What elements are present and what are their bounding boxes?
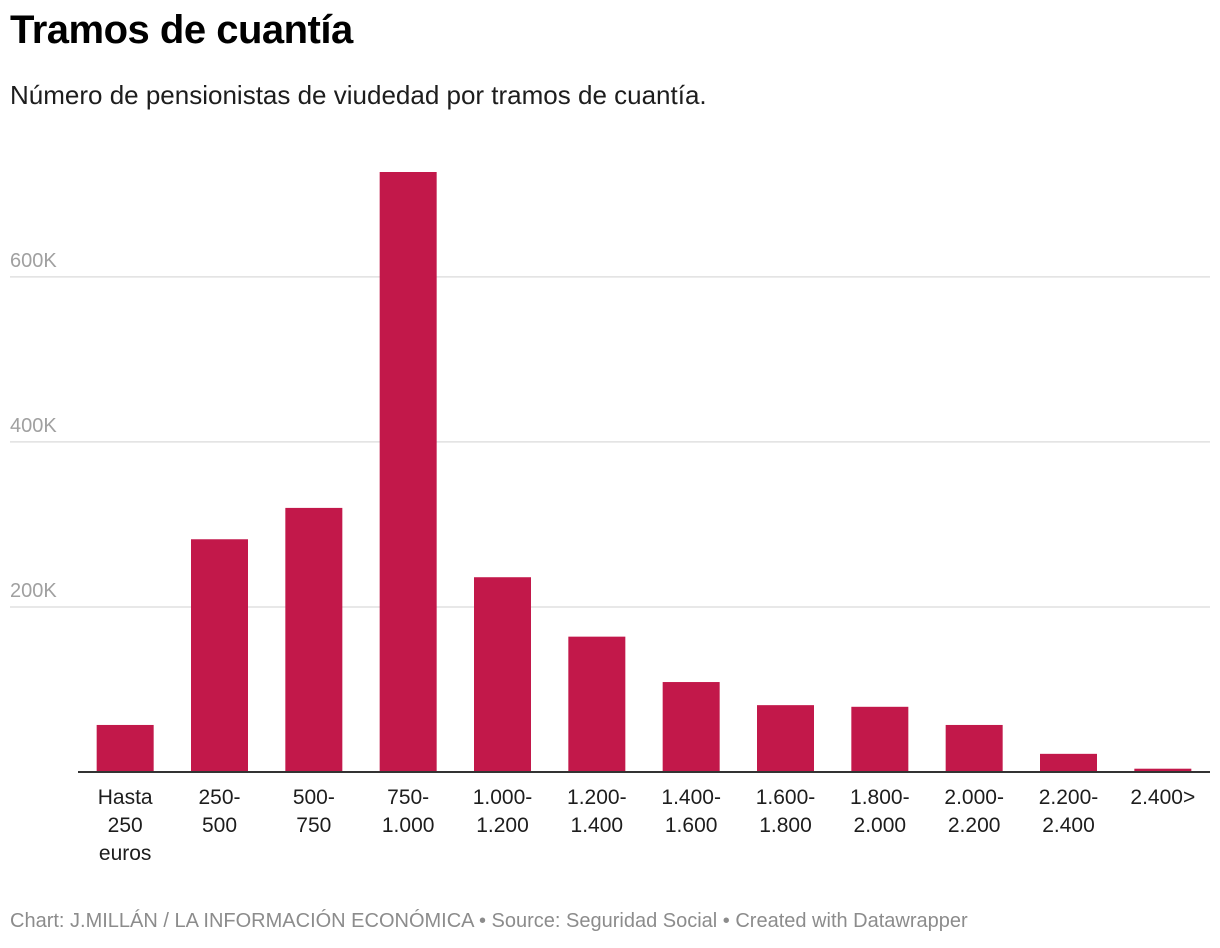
bar <box>474 577 531 772</box>
x-tick-label-line: 250 <box>108 814 143 837</box>
x-tick-label-line: 1.000 <box>382 814 435 837</box>
bar <box>662 682 720 772</box>
bar <box>945 724 1003 772</box>
x-tick-label: 1.600- 1.800 <box>756 786 816 837</box>
bar <box>757 705 814 772</box>
x-tick-label-line: 2.000- <box>944 786 1004 809</box>
x-tick-label: 1.200- 1.400 <box>567 786 627 837</box>
bar <box>1134 768 1192 772</box>
x-tick-label: Hasta 250 euros <box>98 786 153 865</box>
bar <box>851 706 909 772</box>
x-tick-label-line: 500- <box>293 786 335 809</box>
bar <box>1040 753 1097 772</box>
x-tick-label: 750- 1.000 <box>382 786 435 837</box>
x-tick-label-line: 750 <box>296 814 331 837</box>
x-tick-label-line: 1.200- <box>567 786 627 809</box>
x-tick-label-line: 1.600- <box>756 786 816 809</box>
x-tick-label-line: 2.400 <box>1042 814 1095 837</box>
y-tick-label: 200K <box>10 580 57 602</box>
x-tick-label: 1.800- 2.000 <box>850 786 910 837</box>
x-tick-label-line: Hasta <box>98 786 153 809</box>
x-tick-label-line: 1.200 <box>476 814 529 837</box>
chart-subtitle: Número de pensionistas de viudedad por t… <box>10 80 707 110</box>
x-tick-label-line: 2.200 <box>948 814 1001 837</box>
x-tick-label-line: 1.800- <box>850 786 910 809</box>
x-tick-label: 2.400> <box>1130 786 1195 809</box>
x-tick-label-line: 2.000 <box>854 814 907 837</box>
x-tick-label-line: 750- <box>387 786 429 809</box>
x-tick-label: 2.000- 2.200 <box>944 786 1004 837</box>
bar <box>285 507 343 772</box>
chart-footer: Chart: J.MILLÁN / LA INFORMACIÓN ECONÓMI… <box>10 910 968 932</box>
bar <box>96 724 154 772</box>
x-tick-label-line: 1.400 <box>571 814 624 837</box>
bar <box>379 172 437 772</box>
x-tick-label-line: 1.400- <box>661 786 721 809</box>
x-tick-label-line: 2.200- <box>1039 786 1099 809</box>
x-tick-label-line: 1.800 <box>759 814 812 837</box>
y-tick-label: 600K <box>10 250 57 272</box>
bar <box>191 539 248 772</box>
x-tick-label-line: 250- <box>198 786 240 809</box>
bar <box>568 636 626 772</box>
x-tick-label: 250- 500 <box>198 786 240 837</box>
x-tick-label: 2.200- 2.400 <box>1039 786 1099 837</box>
x-tick-label-line: 1.000- <box>473 786 533 809</box>
x-tick-label-line: 2.400> <box>1130 786 1195 809</box>
x-tick-label-line: 1.600 <box>665 814 718 837</box>
x-tick-label-line: euros <box>99 842 152 865</box>
y-tick-label: 400K <box>10 415 57 437</box>
x-tick-label-line: 500 <box>202 814 237 837</box>
x-tick-label: 1.000- 1.200 <box>473 786 533 837</box>
chart-title: Tramos de cuantía <box>10 8 353 52</box>
x-tick-label: 1.400- 1.600 <box>661 786 721 837</box>
x-tick-label: 500- 750 <box>293 786 335 837</box>
